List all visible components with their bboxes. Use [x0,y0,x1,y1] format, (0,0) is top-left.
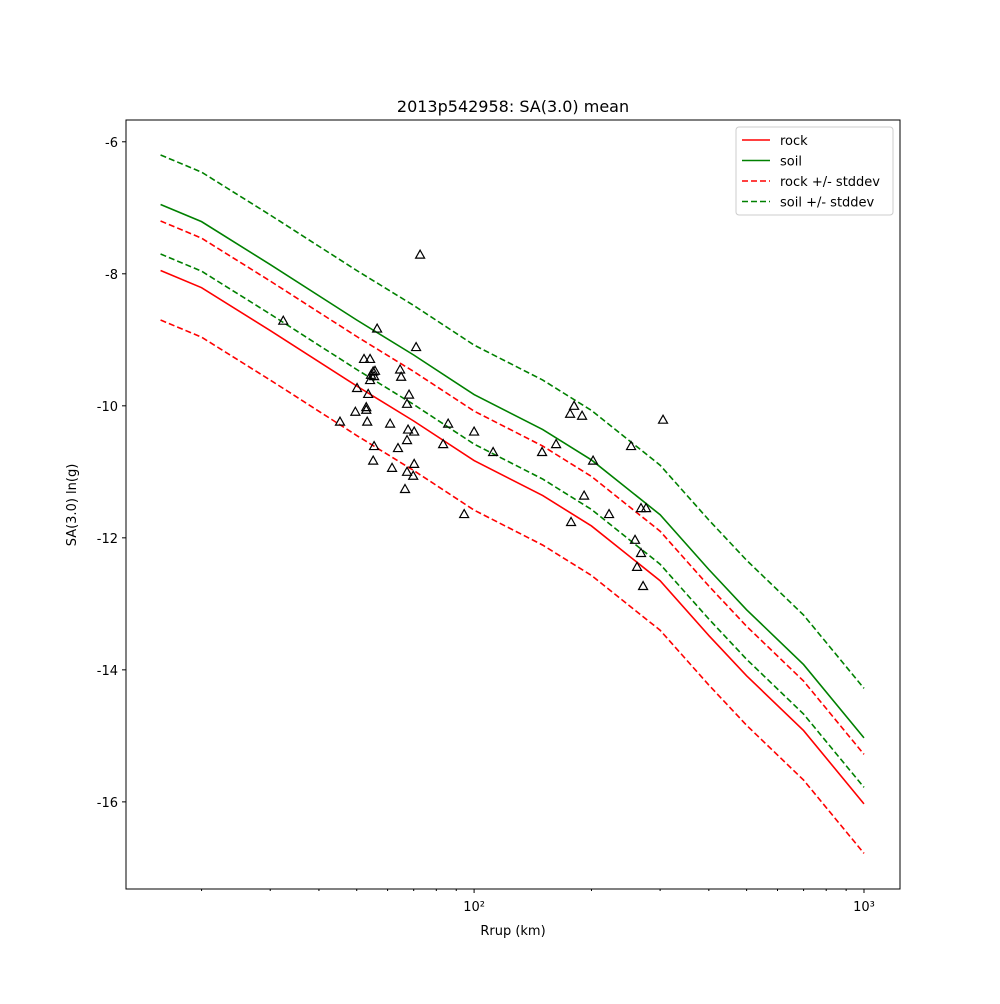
observation-marker [487,446,499,457]
axes-frame [125,119,901,890]
observation-marker [629,534,641,544]
observation-marker [277,314,289,325]
observation-marker [587,454,599,465]
series-line [160,154,865,689]
observation-marker [392,442,404,453]
observation-marker [367,365,379,376]
series-line [160,253,865,788]
legend-label: rock +/- stddev [780,175,880,190]
y-tick-label: -16 [97,796,118,811]
y-tick-label: -14 [97,664,118,679]
y-tick-label: -12 [97,532,118,547]
observation-marker [368,370,380,381]
observation-marker [635,547,647,558]
observation-marker [407,470,419,480]
legend-label: soil +/- stddev [780,196,875,211]
observation-marker [361,415,373,426]
series-group [160,154,865,854]
observation-marker [358,353,370,364]
observation-marker [371,322,383,333]
x-axis-label: Rrup (km) [480,924,545,939]
observation-marker [349,406,361,416]
observation-marker [402,423,414,434]
observation-marker [360,404,372,414]
legend-box [735,126,894,216]
observation-marker [384,417,396,428]
observation-marker [568,400,580,410]
observation-marker [565,516,577,527]
legend-label: rock [780,134,808,149]
observation-marker [362,388,374,399]
observation-marker [386,462,398,472]
observation-marker [401,398,413,408]
observation-marker [442,417,454,428]
series-line [160,203,865,739]
observation-marker [437,438,449,449]
observation-marker [578,489,590,500]
observation-marker [657,413,669,424]
x-tick-label: 10² [463,900,485,915]
y-axis-label: SA(3.0) ln(g) [65,464,80,547]
series-line [160,319,865,854]
observation-marker [360,401,372,412]
y-tick-label: -10 [97,400,118,415]
observation-marker [351,382,363,393]
legend-label: soil [780,155,802,170]
chart-title: 2013p542958: SA(3.0) mean [397,97,629,116]
observation-marker [550,438,562,449]
observation-marker [403,388,415,399]
observation-marker [564,408,576,418]
observation-marker [401,434,413,445]
observation-marker [637,580,649,591]
observation-marker [367,454,379,465]
y-tick-label: -8 [105,268,118,283]
observation-marker [640,502,652,513]
observation-marker [631,561,643,571]
observation-marker [399,483,411,494]
observation-marker [625,440,637,451]
observation-marker [414,248,426,259]
observation-marker [468,425,480,436]
observation-marker [368,440,380,451]
observation-marker [395,371,407,381]
observation-marker [536,446,548,457]
series-line [160,220,865,755]
observation-marker [334,415,346,426]
y-tick-label: -6 [105,136,118,151]
observation-marker [364,353,376,364]
observation-marker [603,508,615,519]
observation-marker [576,409,588,420]
x-tick-label: 10³ [853,900,875,915]
observation-marker [369,365,381,375]
observation-marker [458,508,470,519]
observation-marker [410,341,422,352]
observation-marker [401,466,413,476]
observation-marker [408,458,420,469]
series-line [160,269,865,805]
observation-marker [408,425,420,436]
